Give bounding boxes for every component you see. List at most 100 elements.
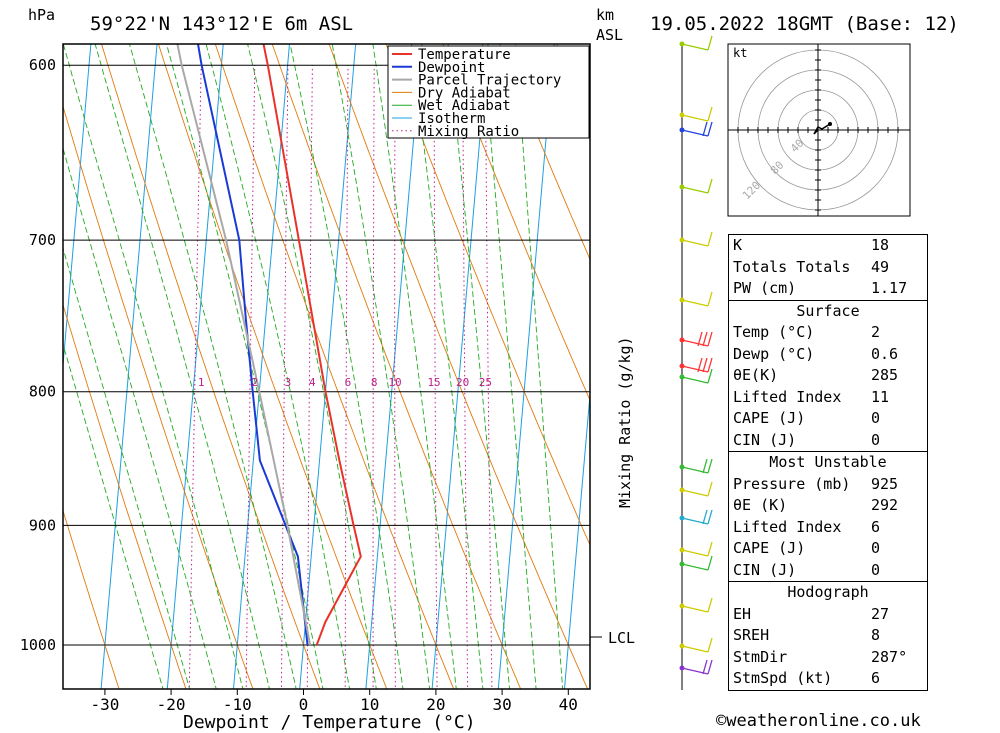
mixing-ratio-label: 3 <box>285 376 292 389</box>
hodograph-stat-value: 8 <box>871 626 881 644</box>
wind-barb-feather <box>707 331 713 347</box>
mixing-ratio-label: 10 <box>388 376 401 389</box>
surface-value: 0.6 <box>871 344 899 363</box>
wind-barb-feather <box>707 121 713 137</box>
wind-profile <box>679 35 713 690</box>
wind-barb-feather <box>707 368 713 384</box>
wet-adiabat-line <box>205 44 351 689</box>
lcl-label: LCL <box>608 629 635 647</box>
wind-barb-feather <box>702 659 708 675</box>
mixing-ratio-axis-title: Mixing Ratio (g/kg) <box>616 336 634 508</box>
wind-barb-feather <box>707 231 713 247</box>
index-value: 18 <box>871 236 890 254</box>
most-unstable-value: 925 <box>871 474 899 493</box>
wet-adiabat-line <box>63 342 164 689</box>
wind-barb-feather <box>707 597 713 613</box>
indices-panel: K 18 Totals Totals 49 PW (cm) 1.17 Surface Te… <box>728 234 928 691</box>
most-unstable-label: Pressure (mb) <box>733 474 851 493</box>
isotherm-line <box>497 44 555 689</box>
temperature-tick-label: -20 <box>157 695 186 714</box>
surface-value: 11 <box>871 387 890 406</box>
surface-value: 0 <box>871 409 881 427</box>
mixing-ratio-label: 4 <box>309 376 316 389</box>
most-unstable-title: Most Unstable <box>729 451 927 474</box>
mixing-ratio-label: 15 <box>427 376 440 389</box>
wet-adiabat-line <box>447 44 511 689</box>
dry-adiabat-line <box>499 44 590 261</box>
most-unstable-label: θE (K) <box>733 496 788 514</box>
dry-adiabat-line <box>442 44 590 402</box>
wet-adiabat-line <box>63 44 244 689</box>
wind-barb-shaft <box>681 376 709 384</box>
isotherm-line <box>0 30 26 700</box>
isotherm-line <box>431 44 489 689</box>
surface-value: 0 <box>871 430 881 449</box>
hodograph-stat-label: StmDir <box>733 647 788 666</box>
parcel-trajectory-line <box>176 44 312 646</box>
wet-adiabat-line <box>289 44 404 689</box>
wind-barb-feather <box>697 357 703 373</box>
mixing-ratio-label: 8 <box>371 376 378 389</box>
wet-adiabat-line <box>515 44 564 689</box>
most-unstable-row: θE (K) 292 <box>729 495 927 517</box>
wind-barb-feather <box>702 121 708 137</box>
isotherm-line <box>630 30 688 700</box>
surface-row: CAPE (J) 0 <box>729 408 927 430</box>
legend-box <box>387 45 590 139</box>
wet-adiabat-line <box>129 44 297 689</box>
pressure-tick-label: 1000 <box>20 636 56 654</box>
wind-barb-shaft <box>681 645 709 653</box>
wind-barb-shaft <box>681 239 709 247</box>
wind-barb-shaft <box>681 605 709 613</box>
hodograph-point <box>828 122 832 126</box>
mixing-ratio-label: 20 <box>456 376 469 389</box>
dry-adiabat-line <box>328 44 589 689</box>
surface-value: 2 <box>871 323 881 341</box>
pressure-tick-label: 600 <box>29 56 56 74</box>
most-unstable-label: CIN (J) <box>733 560 797 579</box>
dry-adiabat-line <box>951 36 1000 700</box>
temperature-line <box>262 44 362 646</box>
datetime-title: 19.05.2022 18GMT (Base: 12) <box>650 13 959 35</box>
temperature-tick-label: 30 <box>492 695 511 714</box>
surface-row: CIN (J) 0 <box>729 430 927 452</box>
pressure-tick-label: 900 <box>29 516 56 534</box>
asl-label: ASL <box>596 26 623 44</box>
surface-label: Lifted Index <box>733 387 842 406</box>
dry-adiabat-line <box>271 44 522 689</box>
surface-label: CIN (J) <box>733 430 797 449</box>
surface-title: Surface <box>729 299 927 323</box>
plot-frame <box>62 43 591 690</box>
index-label: K <box>733 236 743 254</box>
most-unstable-row: CAPE (J) 0 <box>729 538 927 560</box>
legend-label: Parcel Trajectory <box>418 73 561 89</box>
surface-row: Temp (°C) 2 <box>729 322 927 344</box>
dry-adiabat-line <box>101 44 321 689</box>
most-unstable-label: CAPE (J) <box>733 539 806 557</box>
most-unstable-value: 0 <box>871 539 881 557</box>
most-unstable-row: Lifted Index 6 <box>729 517 927 539</box>
isotherm-line <box>63 44 92 371</box>
hpa-label: hPa <box>28 6 55 24</box>
legend-label: Temperature <box>418 47 511 63</box>
wind-barb-feather <box>702 331 708 347</box>
wet-adiabat-line <box>372 44 457 689</box>
wet-adiabat-line <box>63 146 217 689</box>
wind-barb-feather <box>707 291 713 307</box>
mixing-ratio-label: 1 <box>198 376 205 389</box>
wet-adiabat-line <box>166 44 324 689</box>
isotherm-line <box>232 44 290 689</box>
isotherm-line <box>100 44 158 689</box>
dewpoint-line <box>196 44 309 646</box>
hodograph-unit-label: kt <box>733 46 747 60</box>
index-value: 49 <box>871 257 890 276</box>
dry-adiabat-line <box>63 509 120 689</box>
wet-adiabat-line <box>94 44 270 689</box>
wind-barb-feather <box>707 541 713 557</box>
surface-label: θE(K) <box>733 366 779 384</box>
most-unstable-label: Lifted Index <box>733 517 842 536</box>
hodograph-trace <box>813 123 831 135</box>
index-row: Totals Totals 49 <box>729 257 927 279</box>
hodograph-stat-value: 27 <box>871 604 890 623</box>
hodograph-stat-label: SREH <box>733 626 770 644</box>
